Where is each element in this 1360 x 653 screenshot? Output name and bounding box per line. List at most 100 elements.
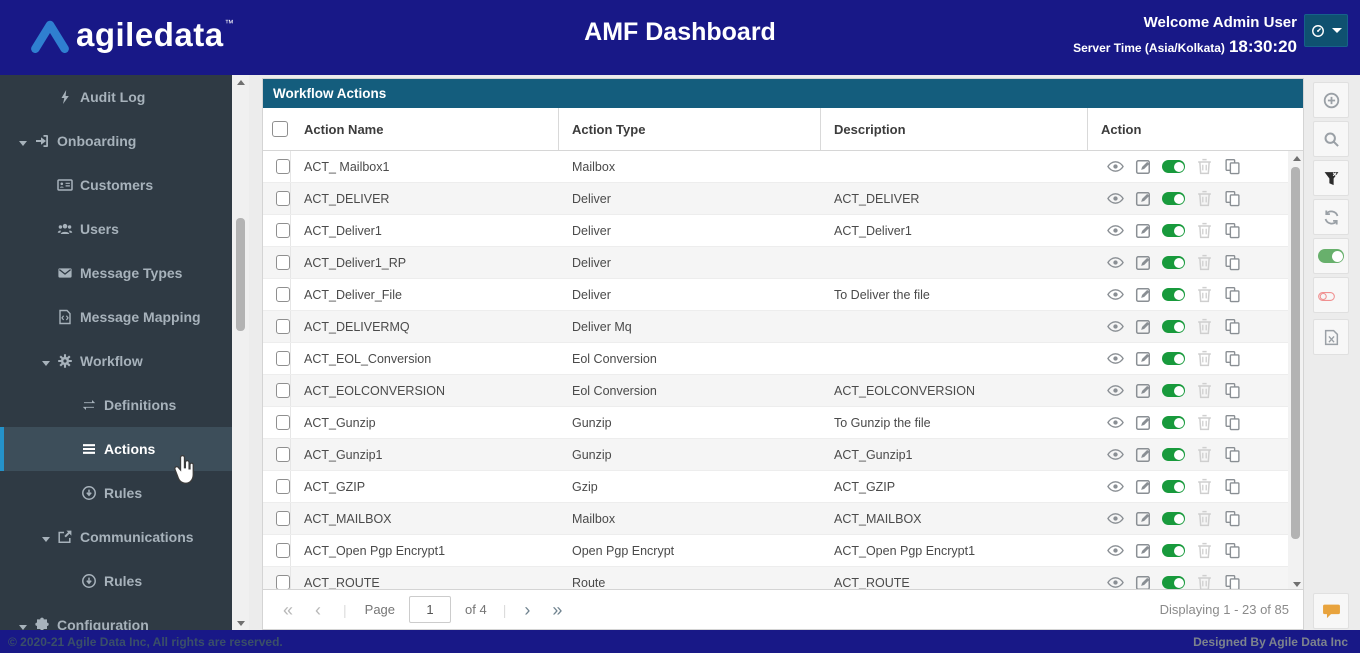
sidebar-item-rules[interactable]: Rules: [0, 471, 232, 515]
toggle-on-icon[interactable]: [1162, 320, 1185, 333]
edit-icon[interactable]: [1134, 382, 1152, 400]
toggle-on-icon[interactable]: [1162, 576, 1185, 589]
select-all-checkbox[interactable]: [272, 121, 288, 137]
sidebar-item-workflow[interactable]: Workflow: [0, 339, 232, 383]
column-header-action-type[interactable]: Action Type: [559, 108, 821, 150]
row-checkbox[interactable]: [276, 479, 290, 494]
copy-icon[interactable]: [1223, 382, 1241, 400]
row-checkbox[interactable]: [276, 319, 290, 334]
page-number-input[interactable]: [409, 596, 451, 623]
row-checkbox[interactable]: [276, 575, 290, 590]
copy-icon[interactable]: [1223, 446, 1241, 464]
view-icon[interactable]: [1106, 190, 1124, 208]
export-button[interactable]: [1313, 319, 1349, 355]
row-checkbox[interactable]: [276, 191, 290, 206]
toggle-on-icon[interactable]: [1162, 288, 1185, 301]
table-scrollbar[interactable]: [1288, 151, 1303, 591]
row-checkbox[interactable]: [276, 159, 290, 174]
delete-icon[interactable]: [1195, 414, 1213, 432]
delete-icon[interactable]: [1195, 190, 1213, 208]
sidebar-scrollbar[interactable]: [232, 75, 249, 630]
view-icon[interactable]: [1106, 510, 1124, 528]
column-header-description[interactable]: Description: [821, 108, 1088, 150]
delete-icon[interactable]: [1195, 254, 1213, 272]
delete-icon[interactable]: [1195, 286, 1213, 304]
edit-icon[interactable]: [1134, 318, 1152, 336]
copy-icon[interactable]: [1223, 542, 1241, 560]
toggle-on-icon[interactable]: [1162, 192, 1185, 205]
row-checkbox[interactable]: [276, 511, 290, 526]
view-icon[interactable]: [1106, 286, 1124, 304]
last-page-button[interactable]: »: [552, 601, 562, 619]
row-checkbox[interactable]: [276, 223, 290, 238]
copy-icon[interactable]: [1223, 350, 1241, 368]
next-page-button[interactable]: ›: [524, 601, 530, 619]
toggle-on-icon[interactable]: [1162, 544, 1185, 557]
sidebar-item-customers[interactable]: Customers: [0, 163, 232, 207]
chat-button[interactable]: [1313, 593, 1349, 629]
toggle-on-icon[interactable]: [1162, 256, 1185, 269]
refresh-button[interactable]: [1313, 199, 1349, 235]
sidebar-item-rules[interactable]: Rules: [0, 559, 232, 603]
scroll-up-icon[interactable]: [232, 75, 249, 89]
copy-icon[interactable]: [1223, 478, 1241, 496]
view-icon[interactable]: [1106, 318, 1124, 336]
disable-all-button[interactable]: [1313, 277, 1349, 313]
row-checkbox[interactable]: [276, 255, 290, 270]
sidebar-scroll-thumb[interactable]: [236, 218, 245, 331]
row-checkbox[interactable]: [276, 383, 290, 398]
toggle-on-icon[interactable]: [1162, 480, 1185, 493]
view-icon[interactable]: [1106, 414, 1124, 432]
account-menu-button[interactable]: [1304, 14, 1348, 47]
edit-icon[interactable]: [1134, 478, 1152, 496]
add-button[interactable]: [1313, 82, 1349, 118]
edit-icon[interactable]: [1134, 510, 1152, 528]
view-icon[interactable]: [1106, 446, 1124, 464]
delete-icon[interactable]: [1195, 446, 1213, 464]
copy-icon[interactable]: [1223, 510, 1241, 528]
copy-icon[interactable]: [1223, 414, 1241, 432]
enable-all-button[interactable]: [1313, 238, 1349, 274]
view-icon[interactable]: [1106, 382, 1124, 400]
filter-button[interactable]: [1313, 160, 1349, 196]
sidebar-item-actions[interactable]: Actions: [0, 427, 232, 471]
toggle-on-icon[interactable]: [1162, 160, 1185, 173]
copy-icon[interactable]: [1223, 158, 1241, 176]
toggle-on-icon[interactable]: [1162, 416, 1185, 429]
toggle-on-icon[interactable]: [1162, 352, 1185, 365]
delete-icon[interactable]: [1195, 158, 1213, 176]
row-checkbox[interactable]: [276, 351, 290, 366]
prev-page-button[interactable]: ‹: [315, 601, 321, 619]
view-icon[interactable]: [1106, 222, 1124, 240]
view-icon[interactable]: [1106, 542, 1124, 560]
first-page-button[interactable]: «: [283, 601, 293, 619]
delete-icon[interactable]: [1195, 478, 1213, 496]
view-icon[interactable]: [1106, 158, 1124, 176]
copy-icon[interactable]: [1223, 286, 1241, 304]
edit-icon[interactable]: [1134, 286, 1152, 304]
delete-icon[interactable]: [1195, 542, 1213, 560]
sidebar-item-users[interactable]: Users: [0, 207, 232, 251]
scroll-down-icon[interactable]: [232, 616, 249, 630]
row-checkbox[interactable]: [276, 447, 290, 462]
toggle-on-icon[interactable]: [1162, 512, 1185, 525]
edit-icon[interactable]: [1134, 254, 1152, 272]
copy-icon[interactable]: [1223, 222, 1241, 240]
table-scroll-thumb[interactable]: [1291, 167, 1300, 539]
delete-icon[interactable]: [1195, 510, 1213, 528]
delete-icon[interactable]: [1195, 350, 1213, 368]
copy-icon[interactable]: [1223, 254, 1241, 272]
copy-icon[interactable]: [1223, 190, 1241, 208]
edit-icon[interactable]: [1134, 158, 1152, 176]
sidebar-item-onboarding[interactable]: Onboarding: [0, 119, 232, 163]
sidebar-item-message-mapping[interactable]: Message Mapping: [0, 295, 232, 339]
delete-icon[interactable]: [1195, 222, 1213, 240]
sidebar-item-message-types[interactable]: Message Types: [0, 251, 232, 295]
sidebar-item-configuration[interactable]: Configuration: [0, 603, 232, 630]
toggle-on-icon[interactable]: [1162, 448, 1185, 461]
view-icon[interactable]: [1106, 478, 1124, 496]
view-icon[interactable]: [1106, 254, 1124, 272]
sidebar-item-definitions[interactable]: Definitions: [0, 383, 232, 427]
delete-icon[interactable]: [1195, 318, 1213, 336]
row-checkbox[interactable]: [276, 287, 290, 302]
